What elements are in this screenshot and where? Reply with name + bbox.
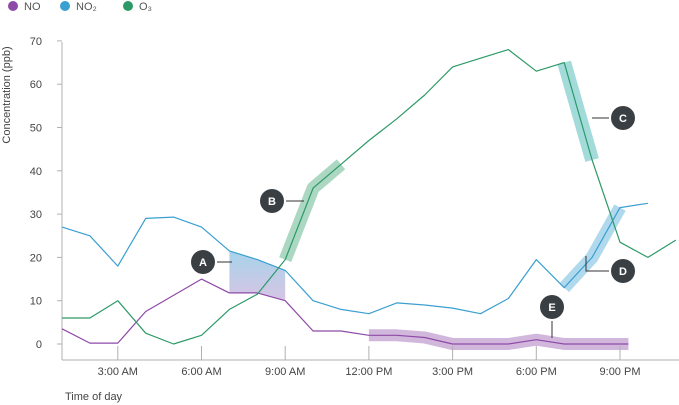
- callout-label-c: C: [619, 113, 627, 125]
- highlight-band-b: [279, 159, 346, 262]
- legend-swatch-0: [8, 1, 18, 11]
- legend-label-0: NO: [24, 1, 41, 13]
- series-line-2: [62, 49, 677, 345]
- callout-label-d: D: [619, 266, 627, 278]
- axes: 0 10 20 30 40 50 60 70 3:00 AM 6:00 AM 9:00 AM 12:0…: [30, 36, 679, 378]
- x-tick-label-5: 6:00 PM: [516, 366, 557, 378]
- legend-label-1: NO₂: [76, 1, 97, 13]
- highlight-bands: [229, 60, 629, 350]
- y-tick-label-60: 60: [30, 79, 42, 91]
- x-tick-label-6: 9:00 PM: [600, 366, 641, 378]
- y-tick-label-0: 0: [36, 339, 42, 351]
- y-tick-label-70: 70: [30, 36, 42, 48]
- legend: NO NO₂ O₃: [8, 1, 152, 13]
- y-tick-label-40: 40: [30, 166, 42, 178]
- highlight-band-d: [559, 204, 626, 293]
- legend-swatch-1: [60, 1, 70, 11]
- callout-badge-a: [191, 250, 215, 274]
- callout-badge-e: [540, 295, 564, 319]
- y-tick-label-30: 30: [30, 209, 42, 221]
- series-line-0: [61, 278, 629, 345]
- y-tick-label-10: 10: [30, 296, 42, 308]
- callout-label-b: B: [268, 196, 276, 208]
- x-tick-label-2: 9:00 AM: [265, 366, 305, 378]
- legend-swatch-2: [123, 1, 133, 11]
- x-tick-label-4: 3:00 PM: [432, 366, 473, 378]
- x-tick-label-1: 6:00 AM: [181, 366, 221, 378]
- callout-label-e: E: [548, 302, 555, 314]
- callout-leader-d: [585, 256, 609, 272]
- y-axis-label: Concentration (ppb): [1, 46, 13, 143]
- legend-label-2: O₃: [139, 1, 152, 13]
- callout-label-a: A: [199, 257, 207, 269]
- callout-badge-d: [611, 259, 635, 283]
- x-tick-label-0: 3:00 AM: [98, 366, 138, 378]
- y-tick-label-50: 50: [30, 123, 42, 135]
- highlight-band-a: [229, 250, 286, 301]
- callouts: A B C D E: [191, 106, 635, 338]
- callout-badge-c: [611, 106, 635, 130]
- series-lines: [61, 49, 677, 345]
- x-axis-label: Time of day: [65, 391, 123, 403]
- series-line-1: [61, 202, 648, 315]
- callout-badge-b: [260, 189, 284, 213]
- y-tick-label-20: 20: [30, 252, 42, 264]
- x-tick-label-3: 12:00 PM: [345, 366, 392, 378]
